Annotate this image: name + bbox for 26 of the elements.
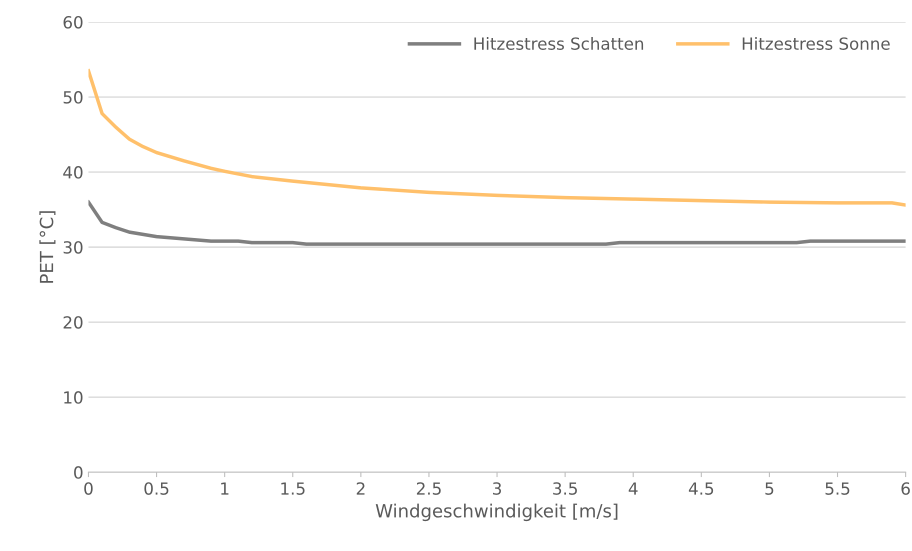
y-tick-label: 40 — [63, 166, 82, 179]
x-tick-label: 6 — [901, 482, 910, 495]
y-tick-label: 50 — [64, 91, 82, 104]
y-tick-label: 20 — [64, 316, 82, 329]
x-tick-label: 2 — [356, 482, 364, 495]
x-tick-label: 4 — [628, 482, 638, 495]
x-tick-label: 2.5 — [416, 482, 441, 495]
y-tick-label: 30 — [64, 241, 82, 254]
x-axis-title: Windgeschwindigkeit [m/s] — [376, 504, 618, 522]
line-series — [88, 200, 906, 246]
y-tick-label: 0 — [74, 466, 82, 479]
x-tick-label: 0 — [84, 482, 93, 495]
x-tick-label: 1 — [221, 482, 228, 495]
x-tick-label: 5.5 — [826, 482, 850, 495]
legend-label: Hitzestress Schatten — [474, 37, 644, 50]
y-tick-label: 10 — [64, 391, 82, 404]
x-tick-label: 0.5 — [144, 482, 168, 495]
x-tick-label: 1.5 — [281, 482, 305, 495]
line-series — [88, 69, 906, 207]
y-tick-label: 60 — [64, 16, 82, 29]
y-axis-title: PET [°C] — [39, 211, 56, 283]
x-tick-label: 3.5 — [553, 482, 577, 495]
x-tick-label: 5 — [765, 482, 774, 495]
legend-label: Hitzestress Sonne — [742, 37, 890, 50]
x-tick-label: 3 — [493, 482, 502, 495]
x-tick-label: 4.5 — [688, 482, 714, 495]
